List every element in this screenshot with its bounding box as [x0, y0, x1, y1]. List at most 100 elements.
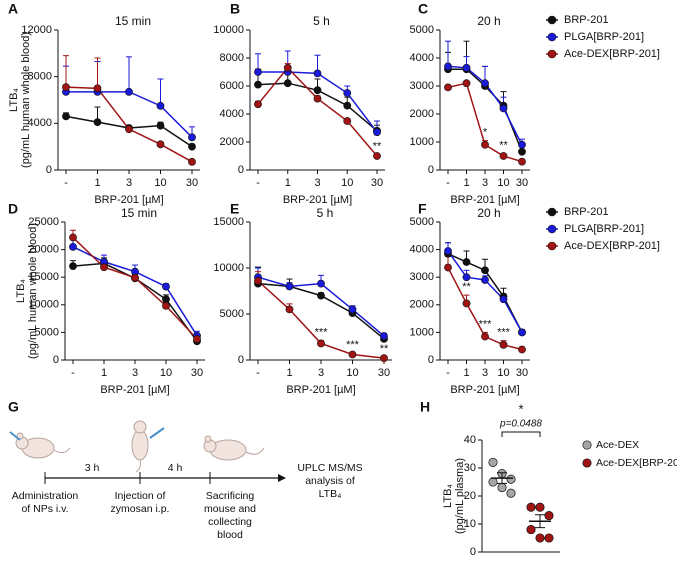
x-tick-label: 30 — [516, 177, 528, 189]
x-tick-label: - — [64, 177, 68, 189]
x-tick-label: 10 — [497, 367, 509, 379]
panel-label: B — [230, 1, 240, 17]
legend-label: PLGA[BRP-201] — [564, 223, 644, 235]
panel-label: C — [418, 1, 428, 17]
panel-label: H — [420, 399, 430, 415]
data-point — [313, 86, 322, 95]
data-point — [156, 121, 165, 130]
x-tick-label: - — [446, 177, 450, 189]
x-tick-label: 3 — [482, 177, 488, 189]
data-point — [162, 282, 170, 291]
data-point — [348, 305, 357, 314]
data-point — [444, 247, 452, 255]
data-point — [131, 273, 139, 282]
legend-label: Ace-DEX — [596, 439, 639, 451]
data-point — [462, 273, 471, 282]
sem-bar — [497, 472, 507, 484]
x-axis-label: BRP-201 [µM] — [100, 384, 169, 396]
data-point — [499, 295, 508, 304]
data-point — [444, 62, 452, 71]
significance-label: ** — [373, 141, 382, 153]
y-axis-label: LTB₄ — [15, 279, 27, 303]
data-point — [156, 101, 165, 110]
y-tick-label: 15000 — [213, 216, 244, 228]
legend-label: BRP-201 — [564, 206, 609, 218]
x-tick-label: 30 — [378, 367, 390, 379]
step-label: Injection of — [115, 490, 166, 502]
panel-label: D — [8, 201, 18, 217]
data-point — [313, 94, 322, 103]
data-point — [156, 140, 165, 149]
data-point — [69, 242, 77, 251]
y-tick-label: 4000 — [220, 108, 244, 120]
y-tick-label: 0 — [470, 546, 476, 558]
legend-label: Ace-DEX[BRP-201] — [564, 48, 660, 60]
x-tick-label: 3 — [314, 177, 320, 189]
y-tick-label: 0 — [46, 164, 52, 176]
y-axis-label: (pg/mL human whole blood) — [20, 32, 32, 168]
significance-label: *** — [479, 318, 493, 330]
data-point — [193, 335, 201, 343]
data-point — [481, 140, 489, 149]
y-tick-label: 30 — [464, 462, 476, 474]
y-tick-label: 0 — [53, 354, 59, 366]
y-tick-label: 0 — [428, 164, 434, 176]
data-point — [373, 128, 381, 137]
error-bar — [94, 57, 101, 89]
step-label: of NPs i.v. — [21, 503, 68, 515]
data-point — [544, 533, 554, 543]
x-tick-label: 1 — [286, 367, 292, 379]
data-point — [283, 79, 292, 88]
mouse-icon — [131, 420, 165, 473]
sem-bar — [535, 514, 545, 529]
y-tick-label: 3000 — [410, 271, 434, 283]
series-line — [72, 246, 198, 337]
data-point — [481, 79, 489, 88]
x-axis-label: BRP-201 [µM] — [286, 384, 355, 396]
data-point — [93, 84, 102, 93]
legend-marker — [547, 241, 557, 251]
timeline — [9, 420, 286, 484]
data-point — [254, 276, 262, 285]
data-point — [544, 511, 554, 521]
y-tick-label: 3000 — [410, 80, 434, 92]
series-line — [72, 236, 198, 340]
y-tick-label: 2000 — [410, 299, 434, 311]
y-tick-label: 5000 — [35, 326, 59, 338]
data-point — [488, 457, 498, 467]
chart-title: 15 min — [115, 14, 151, 28]
x-axis-label: BRP-201 [µM] — [450, 194, 519, 206]
data-point — [162, 302, 170, 310]
data-point — [188, 157, 196, 166]
y-axis-label: (pg/mL plasma) — [454, 458, 466, 534]
panel-label: E — [230, 201, 239, 217]
y-axis-label: LTB₄ — [442, 484, 454, 508]
data-point — [343, 117, 352, 125]
significance-label: * — [518, 401, 523, 416]
y-tick-label: 12000 — [21, 24, 52, 36]
y-tick-label: 4000 — [410, 244, 434, 256]
panel-label: F — [418, 201, 427, 217]
y-tick-label: 5000 — [220, 308, 244, 320]
error-bar — [63, 55, 69, 88]
step-label: analysis of — [305, 475, 355, 487]
interval-label: 3 h — [85, 462, 100, 474]
chart-title: 5 h — [317, 206, 334, 220]
step-label: mouse and — [204, 503, 256, 515]
x-tick-label: - — [71, 367, 75, 379]
x-tick-label: 1 — [463, 367, 469, 379]
data-point — [100, 263, 108, 272]
data-point — [518, 140, 526, 149]
x-tick-label: 10 — [160, 367, 172, 379]
data-point — [481, 266, 489, 275]
step-label: zymosan i.p. — [111, 503, 170, 515]
x-tick-label: 30 — [186, 177, 198, 189]
chart-title: 20 h — [477, 206, 500, 220]
significance-label: * — [483, 127, 488, 139]
y-tick-label: 10000 — [28, 299, 59, 311]
significance-label: *** — [346, 339, 360, 351]
y-tick-label: 10000 — [213, 262, 244, 274]
legend-marker — [547, 224, 557, 234]
data-point — [518, 157, 526, 166]
data-point — [497, 483, 507, 493]
